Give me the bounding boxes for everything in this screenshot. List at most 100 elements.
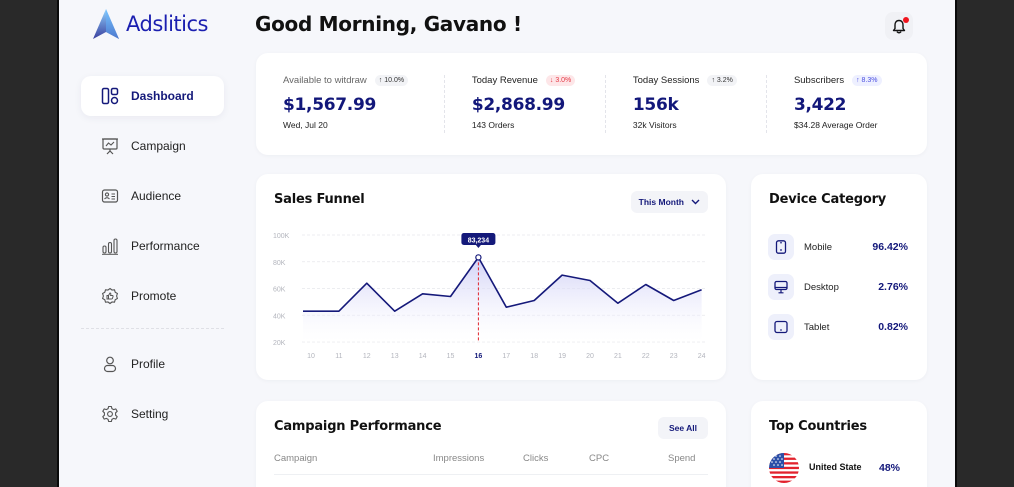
period-dropdown[interactable]: This Month (630, 191, 708, 213)
sidebar-item-label: Profile (131, 357, 166, 371)
column-header-campaign[interactable]: Campaign (274, 453, 318, 464)
svg-text:13: 13 (391, 353, 399, 360)
svg-text:80K: 80K (273, 260, 286, 267)
sidebar-item-label: Campaign (131, 139, 186, 153)
sidebar-item-label: Setting (131, 407, 169, 421)
sidebar-item-label: Audience (131, 189, 182, 203)
device-row-desktop: Desktop 2.76% (768, 274, 908, 300)
tablet-icon (774, 320, 788, 334)
svg-text:18: 18 (530, 353, 538, 360)
stat-subtext: 32k Visitors (632, 120, 677, 130)
sales-funnel-card: 20K 40K 60K 80K 100K 83,234 10 11 12 13 14 15 16 17 18… (256, 174, 726, 380)
period-dropdown-value: This Month (638, 197, 684, 207)
device-name: Desktop (804, 281, 839, 293)
column-header-spend[interactable]: Spend (668, 453, 696, 464)
svg-text:23: 23 (670, 353, 678, 360)
sidebar-item-label: Promote (131, 289, 177, 303)
window-border-left (57, 0, 59, 487)
presentation-chart-icon (102, 138, 118, 155)
svg-text:16: 16 (475, 353, 483, 360)
svg-text:17: 17 (502, 353, 510, 360)
svg-text:24: 24 (698, 353, 706, 360)
stat-value: 156k (632, 95, 679, 115)
sales-funnel-title: Sales Funnel (274, 192, 365, 207)
thumbs-up-badge-icon (101, 287, 119, 305)
sidebar-item-dashboard[interactable]: Dashboard (81, 76, 224, 116)
greeting-title: Good Morning, Gavano ! (255, 12, 522, 36)
user-icon (103, 356, 117, 373)
device-percentage: 0.82% (878, 321, 908, 333)
column-header-clicks[interactable]: Clicks (523, 453, 549, 464)
smartphone-icon (775, 240, 787, 254)
id-card-icon (101, 189, 119, 203)
stat-subscribers: Subscribers ↑ 8.3% 3,422 $34.28 Average … (765, 73, 927, 155)
stat-label: Today Revenue (471, 74, 538, 86)
svg-text:20K: 20K (273, 340, 286, 347)
sidebar-item-promote[interactable]: Promote (81, 276, 224, 316)
stat-label: Subscribers (793, 74, 845, 86)
stat-label: Available to witdraw (283, 74, 367, 86)
sidebar-item-performance[interactable]: Performance (81, 226, 224, 266)
trend-badge: ↑ 8.3% (852, 74, 882, 86)
svg-text:14: 14 (419, 353, 427, 360)
svg-text:10: 10 (307, 353, 315, 360)
svg-text:21: 21 (614, 353, 622, 360)
svg-text:83,234: 83,234 (468, 237, 490, 244)
app-name: Adslitics (126, 12, 209, 36)
us-flag-icon (769, 453, 799, 483)
device-percentage: 96.42% (872, 241, 908, 253)
svg-text:19: 19 (558, 353, 566, 360)
stat-value: $2,868.99 (471, 95, 565, 115)
sidebar-bottom-nav: Profile Setting (81, 344, 224, 444)
dashboard-icon (101, 87, 119, 105)
device-row-tablet: Tablet 0.82% (768, 314, 908, 340)
svg-text:60K: 60K (273, 287, 286, 294)
svg-text:15: 15 (447, 353, 455, 360)
stat-subtext: 143 Orders (471, 120, 515, 130)
country-name: United State (809, 462, 862, 472)
stat-subtext: Wed, Jul 20 (283, 120, 328, 130)
sidebar-item-audience[interactable]: Audience (81, 176, 224, 216)
svg-text:100K: 100K (273, 233, 290, 240)
sales-funnel-chart[interactable]: 20K 40K 60K 80K 100K 83,234 10 11 12 13 14 15 16 17 18… (256, 174, 726, 380)
monitor-icon (774, 280, 788, 294)
see-all-button[interactable]: See All (657, 417, 708, 439)
stats-card: Available to witdraw ↑ 10.0% $1,567.99 W… (256, 53, 927, 155)
sidebar-item-label: Dashboard (131, 89, 194, 103)
app-logo[interactable]: Adslitics (92, 8, 209, 40)
notification-button[interactable] (885, 12, 913, 40)
table-header-divider (274, 474, 708, 475)
notification-dot (903, 17, 909, 23)
trend-badge: ↑ 3.2% (707, 74, 737, 86)
device-percentage: 2.76% (878, 281, 908, 293)
stat-divider (765, 75, 767, 133)
stat-today-revenue: Today Revenue ↓ 3.0% $2,868.99 143 Order… (443, 73, 605, 155)
stat-subtext: $34.28 Average Order (793, 120, 878, 130)
sidebar-item-profile[interactable]: Profile (81, 344, 224, 384)
svg-text:22: 22 (642, 353, 650, 360)
bar-chart-icon (102, 238, 118, 255)
trend-badge: ↓ 3.0% (545, 74, 576, 86)
column-header-impressions[interactable]: Impressions (433, 453, 485, 464)
stat-value: $1,567.99 (283, 95, 377, 115)
sidebar-divider (81, 328, 224, 329)
sidebar-item-campaign[interactable]: Campaign (81, 126, 224, 166)
stat-today-sessions: Today Sessions ↑ 3.2% 156k 32k Visitors (604, 73, 766, 155)
device-name: Tablet (804, 321, 830, 333)
campaign-performance-card: Campaign Performance See All Campaign Im… (256, 401, 726, 487)
sidebar-nav: Dashboard Campaign Audience (81, 76, 224, 326)
chevron-down-icon (691, 199, 700, 205)
svg-text:12: 12 (363, 353, 371, 360)
column-header-cpc[interactable]: CPC (589, 453, 610, 464)
stat-divider (443, 75, 445, 133)
svg-text:11: 11 (335, 353, 342, 360)
bell-icon (892, 19, 906, 33)
trend-badge: ↑ 10.0% (374, 74, 409, 86)
sidebar-item-label: Performance (131, 239, 200, 253)
sidebar-item-setting[interactable]: Setting (81, 394, 224, 434)
svg-text:40K: 40K (273, 313, 286, 320)
top-countries-title: Top Countries (769, 419, 867, 434)
campaign-performance-title: Campaign Performance (274, 419, 442, 434)
device-category-title: Device Category (769, 192, 887, 207)
device-category-card: Device Category Mobile 96.42% Desktop 2.… (751, 174, 927, 380)
